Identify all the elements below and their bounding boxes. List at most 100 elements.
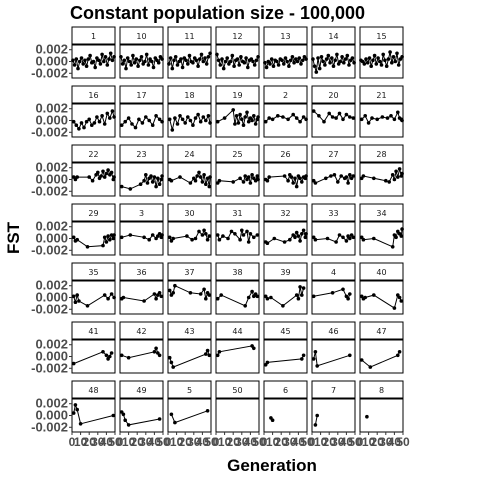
data-point [206,114,211,118]
facet-strip [263,380,308,399]
series-line [313,351,350,367]
facet-strip-label: 39 [280,268,290,277]
data-point [315,364,320,368]
facet-2: 2 [263,85,308,138]
x-tick-label: 20 [227,435,241,449]
data-point [396,110,400,115]
facet-strip-label: 45 [280,327,290,336]
data-point [298,176,302,181]
facet-strip [359,26,404,45]
data-point [122,58,127,63]
data-point [238,176,242,181]
data-point [351,235,356,240]
y-tick-label: 0.000 [35,172,68,187]
y-tick-label: 0.000 [35,349,68,364]
data-point [208,175,212,179]
data-point [108,354,112,359]
data-point [341,235,345,240]
data-point [375,117,380,122]
data-point [394,169,398,174]
data-point [348,115,352,119]
data-point [234,114,239,118]
data-point [136,64,140,68]
x-tick-label: 50 [300,435,314,449]
data-point [362,62,367,66]
data-point [204,62,209,66]
data-point [154,184,158,189]
x-tick-label: 0 [213,435,220,449]
data-point [304,174,308,178]
data-point [342,60,346,65]
data-point [170,128,175,132]
facet-strip [119,321,164,340]
data-point [400,171,404,176]
data-point [246,175,251,179]
data-point [204,182,208,186]
data-point [268,62,272,66]
facet-strip-label: 47 [376,327,386,336]
facet-strip [263,144,308,163]
data-point [173,283,177,288]
y-tick-label: 0.002 [35,42,68,57]
facet-strip [263,26,308,45]
data-point [126,116,131,120]
data-point [328,60,332,65]
facet-47: 47 [359,321,404,374]
data-point [106,234,110,238]
data-point [300,58,305,63]
data-point [173,116,177,120]
data-point [248,181,253,185]
data-point [109,170,114,175]
facet-strip [359,380,404,399]
facet-strip [311,85,356,104]
data-point [393,59,398,64]
data-point [143,59,147,64]
data-point [348,292,352,296]
data-point [197,170,201,175]
data-point [219,293,223,297]
data-point [199,52,204,57]
data-point [183,121,187,125]
facet-strip-label: 13 [280,32,290,41]
data-point [207,184,212,189]
facet-15: 15 [359,26,404,79]
data-point [396,175,400,179]
y-tick-label: -0.002 [31,419,68,434]
facet-strip [167,321,212,340]
x-tick-label: 50 [348,435,362,449]
data-point [311,57,315,61]
data-point [204,296,208,301]
data-point [205,237,210,242]
data-point [167,235,172,240]
data-point [73,300,78,305]
data-point [386,57,391,61]
x-tick-label: 40 [196,435,210,449]
data-point [88,53,92,58]
data-point [96,170,100,175]
data-point [204,118,208,123]
data-point [172,58,176,63]
data-point [160,233,164,237]
data-point [374,62,379,66]
data-point [287,64,291,68]
data-point [388,50,392,54]
x-tick-label: 10 [266,435,280,449]
data-point [207,293,212,297]
data-point [77,127,81,131]
data-point [255,174,260,178]
data-point [134,57,139,61]
data-point [384,178,388,183]
data-point [363,114,368,118]
facet-strip-label: 50 [232,386,242,395]
data-point [313,423,318,427]
facet-strip [359,85,404,104]
data-point [228,59,233,64]
data-point [303,235,308,240]
data-point [150,123,155,127]
facet-strip-label: 10 [136,32,146,41]
facet-34: 34 [359,203,404,256]
data-point [294,184,299,189]
data-point [110,109,115,113]
